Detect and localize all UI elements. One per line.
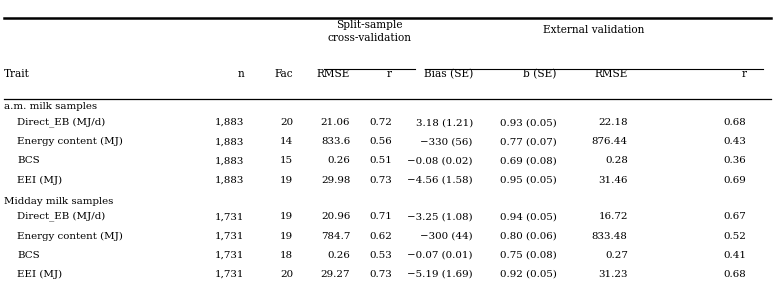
Text: −330 (56): −330 (56) — [420, 137, 473, 146]
Text: 876.44: 876.44 — [592, 137, 628, 146]
Text: 0.43: 0.43 — [723, 137, 746, 146]
Text: 21.06: 21.06 — [321, 118, 350, 127]
Text: 1,731: 1,731 — [215, 212, 244, 221]
Text: n: n — [237, 69, 244, 79]
Text: r: r — [388, 69, 392, 79]
Text: EEI (MJ): EEI (MJ) — [17, 175, 62, 185]
Text: Fac: Fac — [274, 69, 293, 79]
Text: Energy content (MJ): Energy content (MJ) — [17, 137, 123, 146]
Text: 1,883: 1,883 — [215, 157, 244, 166]
Text: 0.68: 0.68 — [724, 270, 746, 279]
Text: 20: 20 — [280, 270, 293, 279]
Text: 0.68: 0.68 — [724, 118, 746, 127]
Text: 0.72: 0.72 — [369, 118, 392, 127]
Text: 0.92 (0.05): 0.92 (0.05) — [500, 270, 556, 279]
Text: −0.08 (0.02): −0.08 (0.02) — [407, 157, 473, 166]
Text: 833.6: 833.6 — [321, 137, 350, 146]
Text: 0.73: 0.73 — [370, 176, 392, 185]
Text: 20.96: 20.96 — [321, 212, 350, 221]
Text: 0.51: 0.51 — [369, 157, 392, 166]
Text: 14: 14 — [280, 137, 293, 146]
Text: 19: 19 — [280, 212, 293, 221]
Text: 0.75 (0.08): 0.75 (0.08) — [500, 251, 556, 260]
Text: 20: 20 — [280, 118, 293, 127]
Text: External validation: External validation — [543, 25, 645, 35]
Text: 0.26: 0.26 — [327, 251, 350, 260]
Text: Energy content (MJ): Energy content (MJ) — [17, 232, 123, 241]
Text: 29.98: 29.98 — [321, 176, 350, 185]
Text: 0.77 (0.07): 0.77 (0.07) — [500, 137, 556, 146]
Text: −0.07 (0.01): −0.07 (0.01) — [407, 251, 473, 260]
Text: b (SE): b (SE) — [523, 69, 556, 79]
Text: cross-validation: cross-validation — [327, 33, 412, 43]
Text: r: r — [742, 69, 746, 79]
Text: 0.26: 0.26 — [327, 157, 350, 166]
Text: 0.56: 0.56 — [370, 137, 392, 146]
Text: a.m. milk samples: a.m. milk samples — [4, 102, 97, 111]
Text: 0.80 (0.06): 0.80 (0.06) — [500, 232, 556, 241]
Text: 0.71: 0.71 — [369, 212, 392, 221]
Text: 19: 19 — [280, 232, 293, 241]
Text: 31.23: 31.23 — [598, 270, 628, 279]
Text: Direct_EB (MJ/d): Direct_EB (MJ/d) — [17, 117, 105, 127]
Text: Direct_EB (MJ/d): Direct_EB (MJ/d) — [17, 212, 105, 221]
Text: 784.7: 784.7 — [321, 232, 350, 241]
Text: 1,883: 1,883 — [215, 137, 244, 146]
Text: 0.53: 0.53 — [370, 251, 392, 260]
Text: 0.73: 0.73 — [370, 270, 392, 279]
Text: −5.19 (1.69): −5.19 (1.69) — [407, 270, 473, 279]
Text: RMSE: RMSE — [317, 69, 350, 79]
Text: 0.69 (0.08): 0.69 (0.08) — [500, 157, 556, 166]
Text: 0.27: 0.27 — [604, 251, 628, 260]
Text: 0.52: 0.52 — [723, 232, 746, 241]
Text: Trait: Trait — [4, 69, 29, 79]
Text: 18: 18 — [280, 251, 293, 260]
Text: BCS: BCS — [17, 157, 40, 166]
Text: Midday milk samples: Midday milk samples — [4, 197, 113, 206]
Text: 16.72: 16.72 — [598, 212, 628, 221]
Text: 0.94 (0.05): 0.94 (0.05) — [500, 212, 556, 221]
Text: 0.69: 0.69 — [724, 176, 746, 185]
Text: 0.95 (0.05): 0.95 (0.05) — [500, 176, 556, 185]
Text: 1,731: 1,731 — [215, 270, 244, 279]
Text: 31.46: 31.46 — [598, 176, 628, 185]
Text: 833.48: 833.48 — [592, 232, 628, 241]
Text: 1,883: 1,883 — [215, 118, 244, 127]
Text: 0.62: 0.62 — [369, 232, 392, 241]
Text: 1,731: 1,731 — [215, 251, 244, 260]
Text: 22.18: 22.18 — [598, 118, 628, 127]
Text: 0.28: 0.28 — [604, 157, 628, 166]
Text: 29.27: 29.27 — [321, 270, 350, 279]
Text: 1,883: 1,883 — [215, 176, 244, 185]
Text: 0.93 (0.05): 0.93 (0.05) — [500, 118, 556, 127]
Text: −300 (44): −300 (44) — [420, 232, 473, 241]
Text: 3.18 (1.21): 3.18 (1.21) — [415, 118, 473, 127]
Text: 19: 19 — [280, 176, 293, 185]
Text: BCS: BCS — [17, 251, 40, 260]
Text: −4.56 (1.58): −4.56 (1.58) — [407, 176, 473, 185]
Text: −3.25 (1.08): −3.25 (1.08) — [407, 212, 473, 221]
Text: 0.67: 0.67 — [724, 212, 746, 221]
Text: 0.41: 0.41 — [723, 251, 746, 260]
Text: Split-sample: Split-sample — [336, 20, 402, 30]
Text: 0.36: 0.36 — [724, 157, 746, 166]
Text: EEI (MJ): EEI (MJ) — [17, 270, 62, 279]
Text: RMSE: RMSE — [594, 69, 628, 79]
Text: Bias (SE): Bias (SE) — [423, 69, 473, 79]
Text: 1,731: 1,731 — [215, 232, 244, 241]
Text: 15: 15 — [280, 157, 293, 166]
